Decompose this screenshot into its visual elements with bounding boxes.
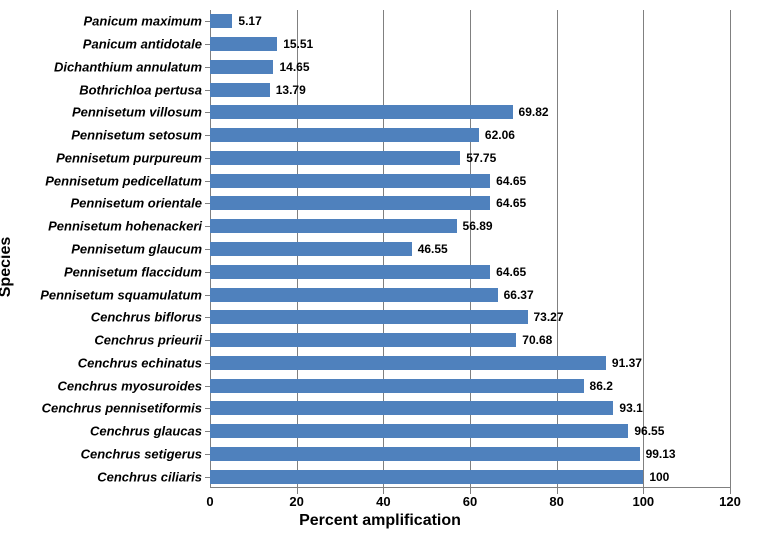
category-label: Pennisetum orientale bbox=[71, 196, 202, 211]
category-label: Cenchrus pennisetiformis bbox=[42, 401, 202, 416]
category-label: Dichanthium annulatum bbox=[54, 59, 202, 74]
bar-row: Cenchrus myosuroides86.2 bbox=[210, 374, 730, 397]
category-label: Pennisetum purpureum bbox=[56, 150, 202, 165]
value-label: 64.65 bbox=[496, 174, 526, 188]
category-label: Cenchrus setigerus bbox=[81, 446, 202, 461]
bar bbox=[210, 379, 584, 393]
value-label: 100 bbox=[649, 470, 669, 484]
value-label: 15.51 bbox=[283, 37, 313, 51]
category-label: Cenchrus glaucas bbox=[90, 424, 202, 439]
value-label: 46.55 bbox=[418, 242, 448, 256]
category-label: Cenchrus ciliaris bbox=[97, 469, 202, 484]
value-label: 62.06 bbox=[485, 128, 515, 142]
category-label: Pennisetum flaccidum bbox=[64, 264, 202, 279]
bar bbox=[210, 219, 457, 233]
category-label: Pennisetum villosum bbox=[72, 105, 202, 120]
value-label: 56.89 bbox=[463, 219, 493, 233]
bar bbox=[210, 356, 606, 370]
bar bbox=[210, 174, 490, 188]
bar-row: Pennisetum pedicellatum64.65 bbox=[210, 169, 730, 192]
bar-row: Pennisetum hohenackeri56.89 bbox=[210, 215, 730, 238]
bar bbox=[210, 196, 490, 210]
category-label: Panicum maximum bbox=[84, 14, 203, 29]
bar bbox=[210, 151, 460, 165]
bar-row: Panicum antidotale15.51 bbox=[210, 33, 730, 56]
category-label: Cenchrus echinatus bbox=[78, 355, 202, 370]
bar-row: Cenchrus glaucas96.55 bbox=[210, 420, 730, 443]
x-tick-label: 80 bbox=[549, 494, 563, 509]
bar-row: Pennisetum villosum69.82 bbox=[210, 101, 730, 124]
value-label: 86.2 bbox=[590, 379, 613, 393]
bar-row: Panicum maximum5.17 bbox=[210, 10, 730, 33]
value-label: 91.37 bbox=[612, 356, 642, 370]
value-label: 99.13 bbox=[646, 447, 676, 461]
category-label: Cenchrus myosuroides bbox=[58, 378, 203, 393]
category-label: Pennisetum squamulatum bbox=[40, 287, 202, 302]
x-tick-label: 100 bbox=[632, 494, 654, 509]
x-axis-title: Percent amplification bbox=[299, 512, 461, 530]
category-label: Cenchrus prieurii bbox=[94, 333, 202, 348]
bar-row: Cenchrus prieurii70.68 bbox=[210, 329, 730, 352]
bar bbox=[210, 128, 479, 142]
bar-row: Pennisetum flaccidum64.65 bbox=[210, 260, 730, 283]
value-label: 57.75 bbox=[466, 151, 496, 165]
bar bbox=[210, 333, 516, 347]
value-label: 5.17 bbox=[238, 14, 261, 28]
bar bbox=[210, 447, 640, 461]
bar-row: Pennisetum glaucum46.55 bbox=[210, 238, 730, 261]
x-tick-label: 40 bbox=[376, 494, 390, 509]
bar bbox=[210, 14, 232, 28]
bar-row: Cenchrus setigerus99.13 bbox=[210, 442, 730, 465]
x-tick-label: 0 bbox=[206, 494, 213, 509]
bar bbox=[210, 83, 270, 97]
bar bbox=[210, 424, 628, 438]
category-label: Pennisetum pedicellatum bbox=[45, 173, 202, 188]
category-label: Pennisetum setosum bbox=[71, 128, 202, 143]
value-label: 96.55 bbox=[634, 424, 664, 438]
bar bbox=[210, 401, 613, 415]
bar-row: Pennisetum purpureum57.75 bbox=[210, 147, 730, 170]
bar-row: Cenchrus ciliaris100 bbox=[210, 465, 730, 488]
x-tick-label: 120 bbox=[719, 494, 741, 509]
x-tick-label: 60 bbox=[463, 494, 477, 509]
value-label: 73.27 bbox=[534, 310, 564, 324]
bar-row: Pennisetum orientale64.65 bbox=[210, 192, 730, 215]
bar bbox=[210, 242, 412, 256]
gridline bbox=[730, 10, 731, 494]
bar bbox=[210, 105, 513, 119]
bar bbox=[210, 470, 643, 484]
value-label: 70.68 bbox=[522, 333, 552, 347]
bar-row: Cenchrus pennisetiformis93.1 bbox=[210, 397, 730, 420]
x-tick-label: 20 bbox=[289, 494, 303, 509]
category-label: Pennisetum glaucum bbox=[71, 241, 202, 256]
y-axis-title: Species bbox=[0, 237, 15, 297]
bar bbox=[210, 60, 273, 74]
bar-row: Bothrichloa pertusa13.79 bbox=[210, 78, 730, 101]
value-label: 13.79 bbox=[276, 83, 306, 97]
value-label: 14.65 bbox=[279, 60, 309, 74]
value-label: 64.65 bbox=[496, 265, 526, 279]
category-label: Bothrichloa pertusa bbox=[79, 82, 202, 97]
category-label: Panicum antidotale bbox=[83, 37, 202, 52]
bar bbox=[210, 310, 528, 324]
bar-row: Pennisetum squamulatum66.37 bbox=[210, 283, 730, 306]
bar-row: Cenchrus echinatus91.37 bbox=[210, 351, 730, 374]
plot-area: 020406080100120Panicum maximum5.17Panicu… bbox=[210, 10, 730, 488]
bar-row: Dichanthium annulatum14.65 bbox=[210, 56, 730, 79]
category-label: Cenchrus biflorus bbox=[91, 310, 202, 325]
bar-row: Pennisetum setosum62.06 bbox=[210, 124, 730, 147]
bar bbox=[210, 37, 277, 51]
bar-row: Cenchrus biflorus73.27 bbox=[210, 306, 730, 329]
bar bbox=[210, 288, 498, 302]
value-label: 66.37 bbox=[504, 288, 534, 302]
chart-container: Species Percent amplification 0204060801… bbox=[0, 0, 760, 534]
bar bbox=[210, 265, 490, 279]
value-label: 64.65 bbox=[496, 196, 526, 210]
value-label: 69.82 bbox=[519, 105, 549, 119]
value-label: 93.1 bbox=[619, 401, 642, 415]
category-label: Pennisetum hohenackeri bbox=[48, 219, 202, 234]
